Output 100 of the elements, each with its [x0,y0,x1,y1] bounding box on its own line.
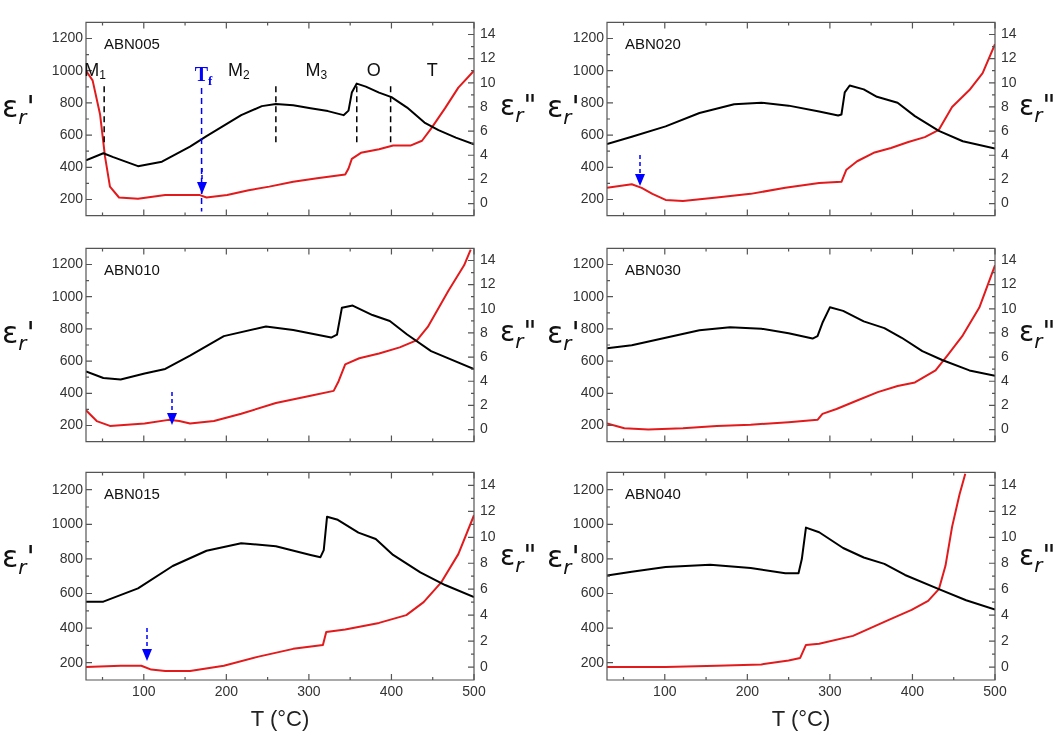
y2-tick-label: 2 [1001,396,1009,413]
y2-tick-label: 12 [1001,275,1017,292]
y-tick-label: 200 [580,653,605,670]
y-tick-label: 1000 [51,61,84,78]
y-tick-label: 400 [580,618,605,635]
annotation: T [426,59,438,80]
y2-tick-label: 12 [480,502,496,519]
y2-tick-label: 8 [1001,97,1009,114]
y-tick-label: 1200 [51,29,84,46]
y2-tick-label: 4 [1001,146,1009,163]
y2-tick-label: 0 [480,194,488,211]
y-tick-label: 800 [580,319,605,336]
y-tick-label: 600 [580,125,605,142]
y2-tick-label: 8 [480,323,488,340]
text: ABN030 [625,260,681,278]
y2-tick-label: 0 [1001,194,1009,211]
y-tick-label: 600 [59,584,84,601]
y2-tick-label: 2 [1001,631,1009,648]
y-tick-label: 1200 [572,255,605,272]
y-axis-title: ε$_{r}$' [2,89,35,129]
x-axis-title: T (°C) [770,706,832,732]
y-tick-label: 400 [59,384,84,401]
x-tick-label: 100 [653,683,677,700]
x-axis-title: T (°C) [249,706,311,732]
y2-tick-label: 6 [1001,580,1009,597]
y-tick-label: 600 [580,351,605,368]
y-tick-label: 1200 [51,480,84,497]
y-tick-label: 400 [580,158,605,175]
y2-tick-label: 4 [480,372,488,389]
y2-tick-label: 8 [1001,323,1009,340]
y2-axis-title: ε$_{r}$" [500,539,537,577]
x-tick-label: 200 [214,683,239,700]
y-tick-label: 400 [59,618,84,635]
y2-tick-label: 14 [1001,251,1017,268]
y2-tick-label: 2 [1001,170,1009,187]
y-tick-label: 800 [580,549,605,566]
y-tick-label: 800 [59,319,84,336]
y2-tick-label: 14 [480,476,496,493]
y2-tick-label: 10 [480,528,496,545]
y2-tick-label: 12 [1001,49,1017,66]
y2-tick-label: 6 [480,580,488,597]
y2-tick-label: 10 [480,73,496,90]
x-tick-label: 200 [735,683,760,700]
y2-tick-label: 6 [480,121,488,138]
y-tick-label: 600 [580,584,605,601]
y-tick-label: 1000 [51,515,84,532]
x-tick-label: 400 [900,683,925,700]
y2-tick-label: 14 [480,251,496,268]
text: ABN015 [104,484,160,502]
text: ABN010 [104,260,160,278]
y2-tick-label: 0 [480,420,488,437]
y-tick-label: 200 [580,416,605,433]
annotation: O [366,59,381,80]
y2-tick-label: 4 [480,146,488,163]
y-axis-title: ε$_{r}$' [547,89,580,129]
y-tick-label: 200 [59,653,84,670]
y2-tick-label: 2 [480,170,488,187]
y2-tick-label: 12 [480,275,496,292]
y2-tick-label: 8 [480,554,488,571]
y2-tick-label: 4 [1001,605,1009,622]
y2-tick-label: 14 [480,25,496,42]
y-axis-title: ε$_{r}$' [547,539,580,579]
y-tick-label: 800 [59,549,84,566]
y2-tick-label: 8 [480,97,488,114]
y2-tick-label: 10 [480,299,496,316]
y2-axis-title: ε$_{r}$" [1019,539,1056,577]
y-tick-label: 800 [580,93,605,110]
y2-tick-label: 6 [1001,121,1009,138]
y-tick-label: 1200 [51,255,84,272]
y2-tick-label: 4 [480,605,488,622]
y-tick-label: 400 [59,158,84,175]
y-tick-label: 1000 [572,61,605,78]
y-axis-title: ε$_{r}$' [2,315,35,355]
y2-tick-label: 6 [480,347,488,364]
y-tick-label: 600 [59,351,84,368]
y2-tick-label: 0 [480,657,488,674]
y2-tick-label: 4 [1001,372,1009,389]
y2-tick-label: 2 [480,396,488,413]
x-tick-label: 100 [132,683,156,700]
text: ABN040 [625,484,681,502]
y-axis-title: ε$_{r}$' [547,315,580,355]
y-tick-label: 1200 [572,29,605,46]
y2-tick-label: 6 [1001,347,1009,364]
y-tick-label: 400 [580,384,605,401]
y2-tick-label: 14 [1001,25,1017,42]
y-tick-label: 1000 [572,515,605,532]
y-axis-title: ε$_{r}$' [2,539,35,579]
x-tick-label: 300 [818,683,842,700]
x-tick-label: 300 [297,683,321,700]
y2-tick-label: 10 [1001,528,1017,545]
y2-tick-label: 12 [480,49,496,66]
y2-axis-title: ε$_{r}$" [500,315,537,353]
y-tick-label: 600 [59,125,84,142]
y2-tick-label: 2 [480,631,488,648]
text: ABN005 [104,34,160,52]
y2-tick-label: 10 [1001,299,1017,316]
x-tick-label: 400 [379,683,404,700]
x-tick-label: 500 [983,683,1007,700]
y2-axis-title: ε$_{r}$" [500,89,537,127]
y-tick-label: 1000 [572,287,605,304]
